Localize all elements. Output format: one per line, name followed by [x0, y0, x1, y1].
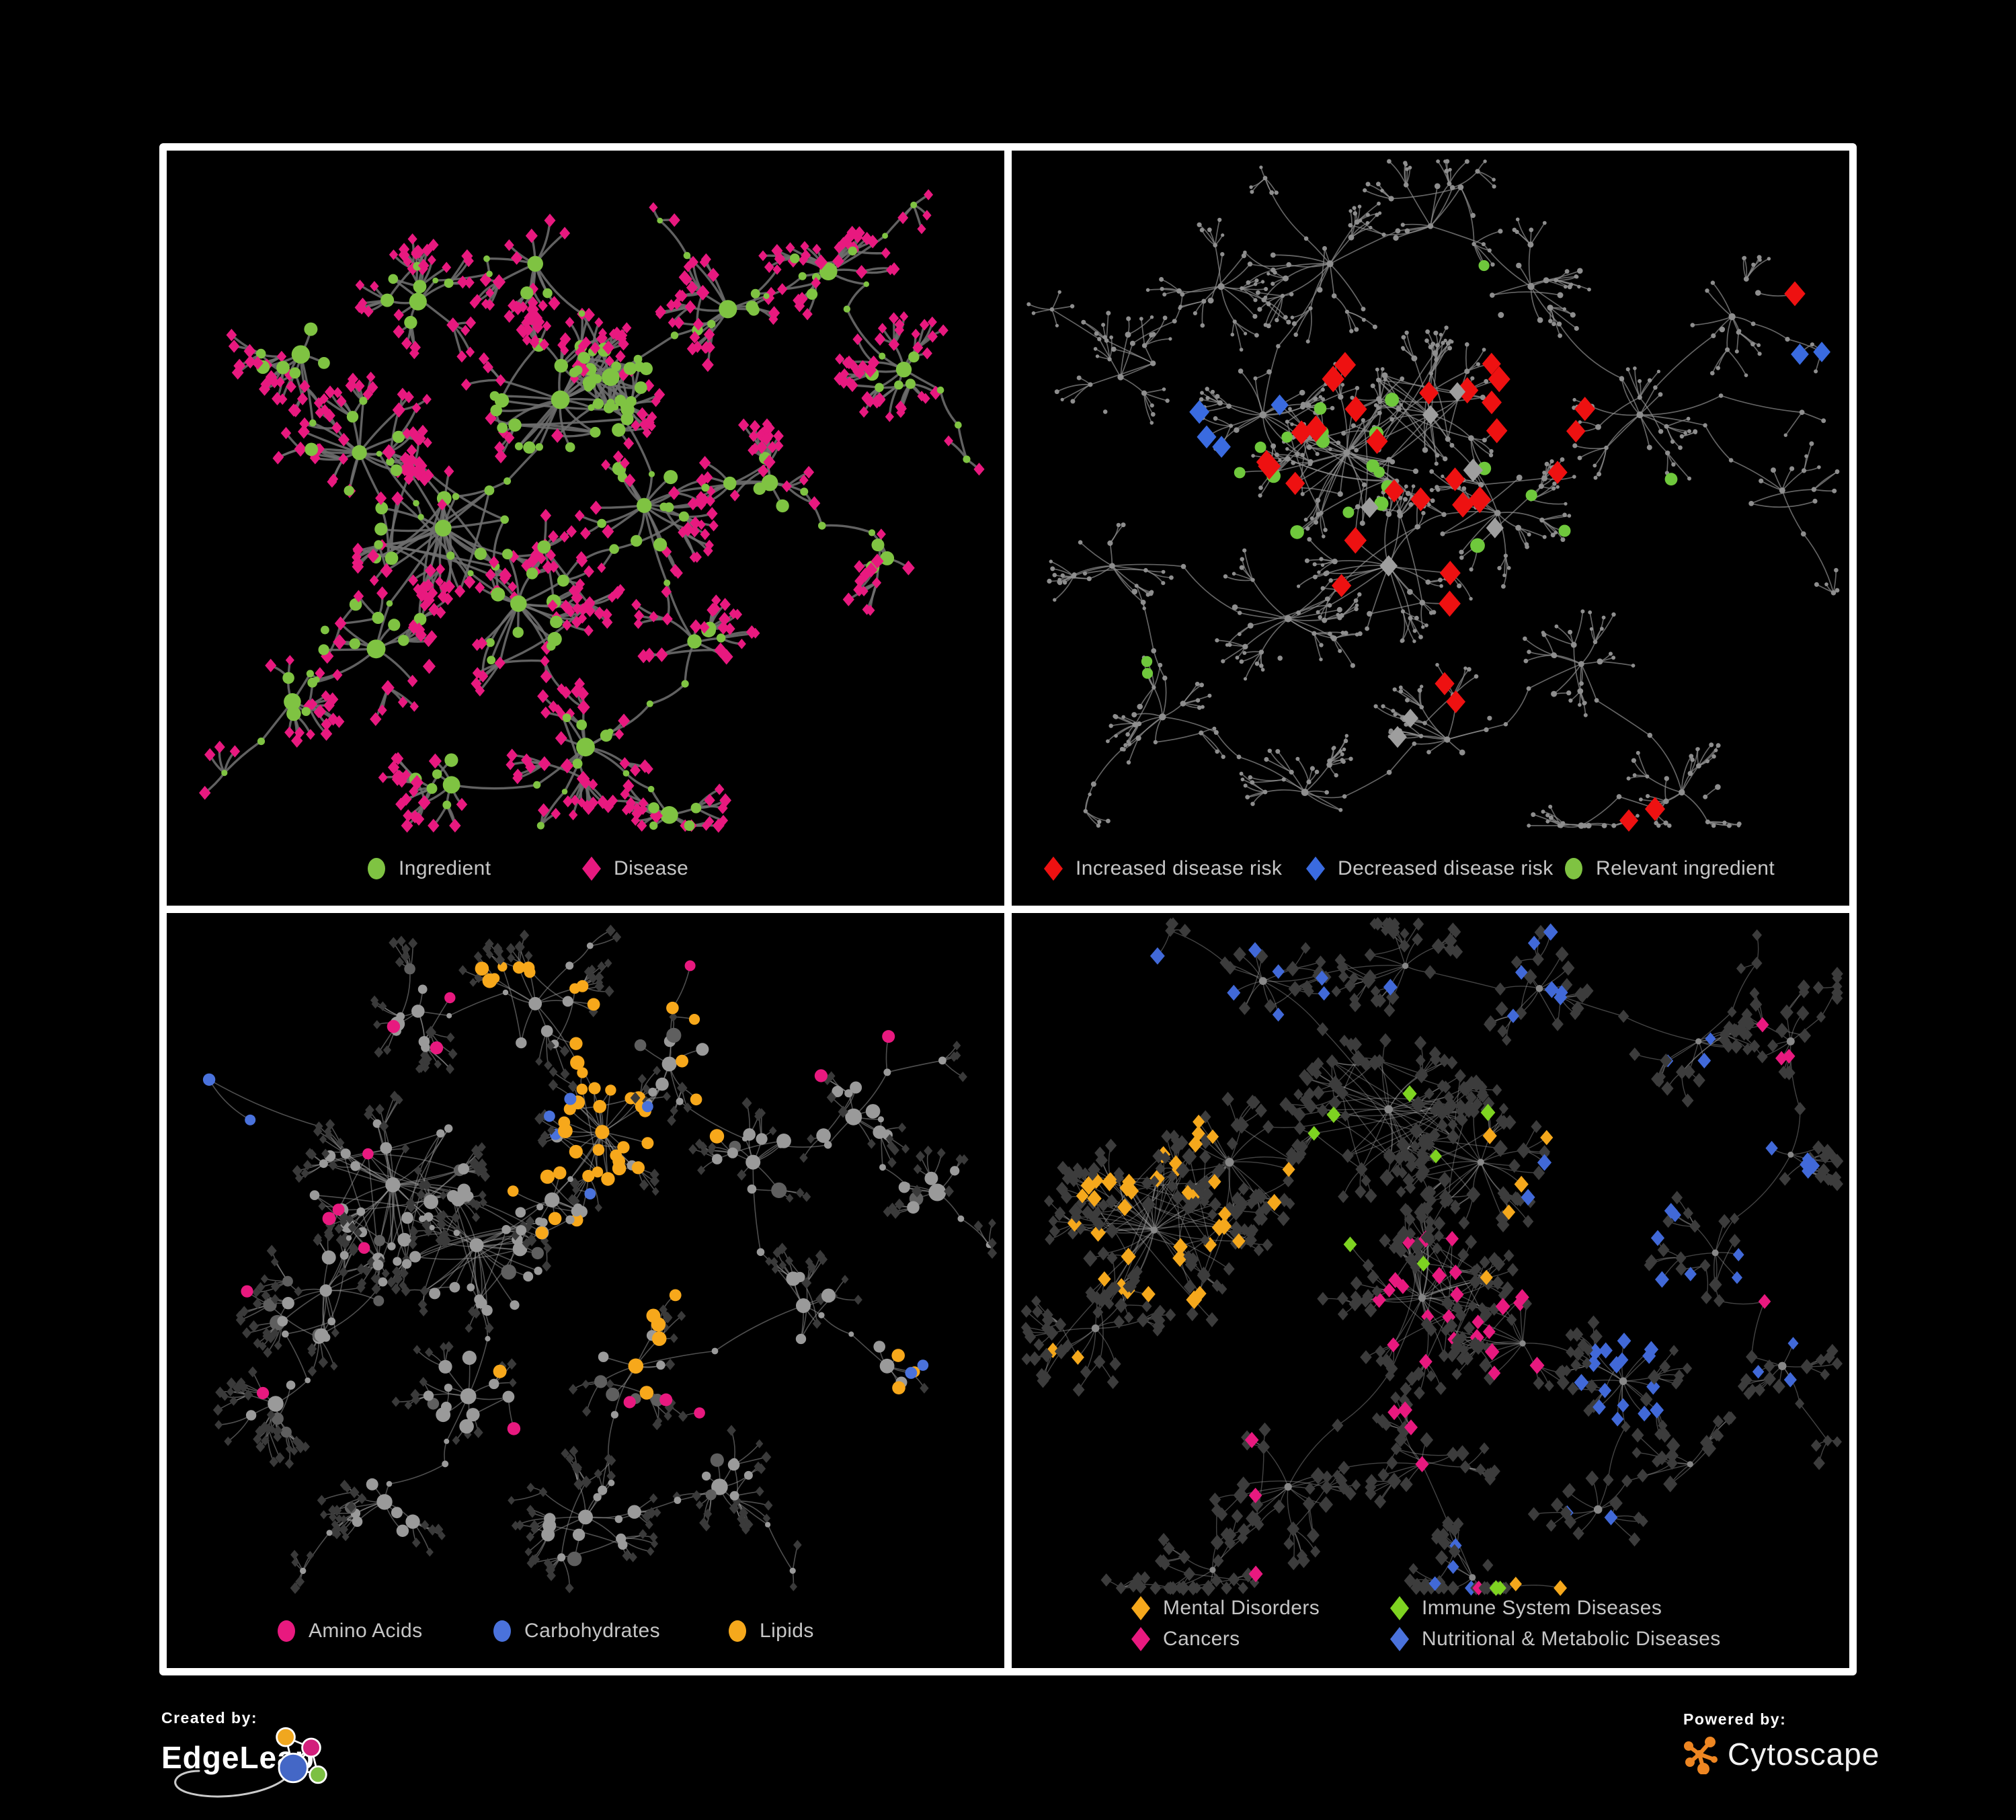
- legend-label-disease: Disease: [614, 857, 689, 879]
- network-graph-nutrient-classes: [202, 924, 998, 1594]
- legend-label-cancers: Cancers: [1163, 1628, 1240, 1650]
- cytoscape-branding: Powered by: Cytosc: [1683, 1710, 1966, 1791]
- edgeleap-network-logo-icon: [276, 1727, 327, 1784]
- legend-item-carbohydrates: Carbohydrates: [491, 1618, 660, 1645]
- powered-by-label: Powered by:: [1683, 1710, 1787, 1728]
- legend-label-ingredient: Ingredient: [399, 857, 491, 879]
- legend-label-mental-disorders: Mental Disorders: [1163, 1597, 1320, 1619]
- network-graph-disease-classes: [1020, 916, 1844, 1597]
- legend-item-amino-acids: Amino Acids: [275, 1618, 422, 1645]
- legend-label-carbohydrates: Carbohydrates: [524, 1620, 660, 1642]
- increased-risk-diamond-icon: [1042, 855, 1065, 882]
- legend-label-nutritional-metabolic: Nutritional & Metabolic Diseases: [1422, 1628, 1721, 1650]
- cytoscape-network-logo-icon: [1684, 1737, 1718, 1774]
- immune-diseases-diamond-icon: [1388, 1595, 1411, 1622]
- relevant-ingredient-circle-icon: [1562, 855, 1585, 882]
- panel-disease-classes: Mental Disorders Immune System Diseases …: [1012, 913, 1849, 1668]
- edgeleap-wordmark-row: EdgeLeap: [161, 1727, 457, 1792]
- panel-grid: Ingredient Disease Increased disease ris…: [159, 143, 1857, 1675]
- legend-label-amino-acids: Amino Acids: [309, 1620, 423, 1642]
- mental-disorders-diamond-icon: [1129, 1595, 1152, 1622]
- edgeleap-branding: Created by: EdgeLeap: [161, 1709, 457, 1815]
- network-graph-disease-risk: [1026, 159, 1840, 832]
- panel-disease-risk: Increased disease risk Decreased disease…: [1012, 151, 1849, 906]
- legend-item-ingredient: Ingredient: [365, 855, 491, 882]
- nutritional-metabolic-diamond-icon: [1388, 1626, 1411, 1653]
- legend-item-cancers: Cancers: [1129, 1626, 1240, 1653]
- panel-ingredient-disease: Ingredient Disease: [167, 151, 1004, 906]
- network-graph-ingredient-disease: [199, 189, 985, 833]
- decreased-risk-diamond-icon: [1304, 855, 1327, 882]
- legend-item-relevant-ingredient: Relevant ingredient: [1562, 855, 1775, 882]
- created-by-label: Created by:: [161, 1709, 258, 1727]
- cancers-diamond-icon: [1129, 1626, 1152, 1653]
- legend-item-disease: Disease: [580, 855, 688, 882]
- amino-acids-circle-icon: [275, 1618, 298, 1645]
- legend-label-lipids: Lipids: [760, 1620, 814, 1642]
- legend-item-immune-diseases: Immune System Diseases: [1388, 1595, 1662, 1622]
- ingredient-circle-icon: [365, 855, 388, 882]
- legend-label-increased-risk: Increased disease risk: [1076, 857, 1283, 879]
- legend-item-lipids: Lipids: [726, 1618, 814, 1645]
- cytoscape-wordmark: Cytoscape: [1728, 1737, 1880, 1772]
- legend-item-nutritional-metabolic: Nutritional & Metabolic Diseases: [1388, 1626, 1721, 1653]
- disease-diamond-icon: [580, 855, 603, 882]
- legend-label-relevant-ingredient: Relevant ingredient: [1596, 857, 1775, 879]
- legend-item-decreased-risk: Decreased disease risk: [1304, 855, 1554, 882]
- carbohydrates-circle-icon: [491, 1618, 514, 1645]
- legend-label-immune-diseases: Immune System Diseases: [1422, 1597, 1662, 1619]
- panel-nutrient-classes: Amino Acids Carbohydrates Lipids: [167, 913, 1004, 1668]
- legend-item-increased-risk: Increased disease risk: [1042, 855, 1282, 882]
- cytoscape-wordmark-row: Cytoscape: [1683, 1734, 1966, 1774]
- legend-item-mental-disorders: Mental Disorders: [1129, 1595, 1320, 1622]
- lipids-circle-icon: [726, 1618, 749, 1645]
- legend-label-decreased-risk: Decreased disease risk: [1338, 857, 1554, 879]
